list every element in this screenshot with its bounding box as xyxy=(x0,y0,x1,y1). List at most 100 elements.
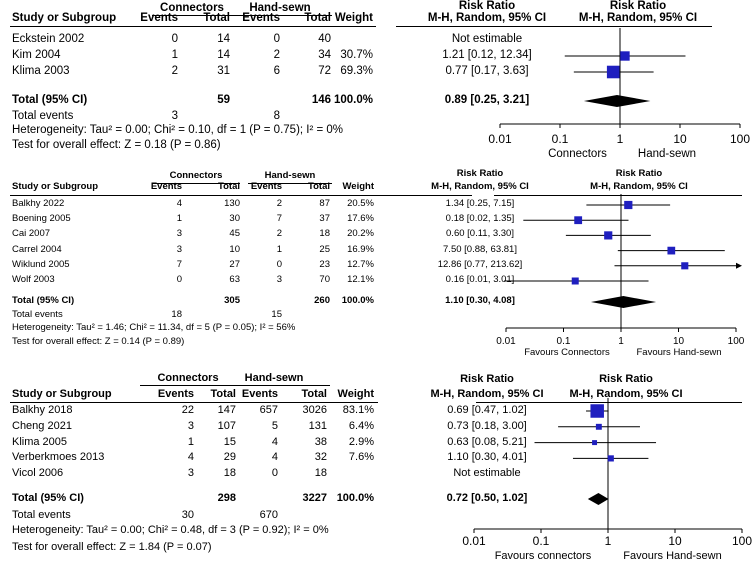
x-tick-label: 0.01 xyxy=(488,132,512,146)
column-header-total: Total xyxy=(308,181,330,192)
column-header-method: M-H, Random, 95% CI xyxy=(431,181,529,192)
events-connectors: 2 xyxy=(171,65,178,77)
pooled-diamond xyxy=(590,296,657,308)
total-connectors: 31 xyxy=(217,65,230,77)
plot-title: Risk Ratio xyxy=(609,0,667,12)
events-connectors: 4 xyxy=(176,198,182,209)
events-hand-sewn: 5 xyxy=(271,419,278,432)
study-weight: 17.6% xyxy=(347,213,374,225)
total-events-hand-sewn: 670 xyxy=(259,509,278,521)
group-underline xyxy=(152,15,232,16)
column-header-method: M-H, Random, 95% CI xyxy=(427,12,547,24)
events-hand-sewn: 4 xyxy=(271,451,278,464)
study-risk-ratio: 12.86 [0.77, 213.62] xyxy=(437,258,523,270)
study-marker xyxy=(574,216,583,225)
total-hand-sewn: 18 xyxy=(319,228,330,240)
group-underline xyxy=(218,385,330,386)
total-connectors: 15 xyxy=(223,435,236,448)
study-risk-ratio: 7.50 [0.88, 63.81] xyxy=(443,243,517,255)
events-hand-sewn: 657 xyxy=(259,404,278,416)
study-weight: 69.3% xyxy=(340,65,373,77)
study-name: Verberkmoes 2013 xyxy=(12,451,105,464)
x-tick-label: 1 xyxy=(617,132,624,146)
events-hand-sewn: 2 xyxy=(276,228,282,240)
x-tick-label: 0.01 xyxy=(496,336,516,347)
column-header-total: Total xyxy=(210,388,236,400)
events-connectors: 0 xyxy=(171,33,178,45)
study-marker xyxy=(667,246,676,255)
study-name: Carrel 2004 xyxy=(12,243,62,255)
group-header-connectors: Connectors xyxy=(157,372,219,384)
header-rule xyxy=(10,195,472,196)
study-name: Wiklund 2005 xyxy=(12,258,70,270)
favours-right-label: Favours Hand-sewn xyxy=(636,347,722,358)
favours-right-label: Hand-sewn xyxy=(637,148,697,160)
total-connectors: 63 xyxy=(229,274,240,285)
study-marker xyxy=(620,51,630,61)
pooled-risk-ratio: 0.89 [0.25, 3.21] xyxy=(444,94,530,106)
group-header-hand-sewn: Hand-sewn xyxy=(264,170,316,181)
study-name: Kim 2004 xyxy=(12,49,61,61)
study-risk-ratio: 1.10 [0.30, 4.01] xyxy=(447,451,527,464)
forest-plot-svg: 0.01 0.1 1 10 100 xyxy=(462,398,752,548)
column-header-events: Events xyxy=(150,181,182,192)
events-connectors: 0 xyxy=(176,274,182,285)
total-label: Total (95% CI) xyxy=(12,492,84,504)
column-header-events: Events xyxy=(241,388,278,400)
study-weight: 30.7% xyxy=(340,49,373,61)
plot-method: M-H, Random, 95% CI xyxy=(569,388,683,400)
x-tick-label: 1 xyxy=(618,336,624,347)
total-events-connectors: 18 xyxy=(171,309,182,320)
column-header-weight: Weight xyxy=(342,181,375,192)
ci-arrow-right xyxy=(736,262,742,269)
group-underline xyxy=(248,183,332,184)
study-risk-ratio: Not estimable xyxy=(453,467,521,480)
study-marker xyxy=(571,277,579,285)
study-risk-ratio: 0.16 [0.01, 3.01] xyxy=(445,274,515,285)
column-header-events: Events xyxy=(250,181,282,192)
total-n-connectors: 59 xyxy=(217,94,230,106)
x-tick-label: 0.1 xyxy=(557,336,571,347)
x-tick-label: 100 xyxy=(732,534,752,548)
heterogeneity-stats: Heterogeneity: Tau² = 0.00; Chi² = 0.10,… xyxy=(12,124,344,136)
total-hand-sewn: 40 xyxy=(318,33,331,45)
total-connectors: 14 xyxy=(217,49,230,61)
study-weight: 12.1% xyxy=(347,274,374,285)
favours-left-label: Favours connectors xyxy=(494,550,592,562)
group-underline xyxy=(228,15,332,16)
total-events-label: Total events xyxy=(12,110,74,122)
total-hand-sewn: 131 xyxy=(308,419,327,432)
events-connectors: 7 xyxy=(176,258,182,270)
events-connectors: 3 xyxy=(176,228,182,240)
events-hand-sewn: 1 xyxy=(276,243,282,255)
total-events-connectors: 30 xyxy=(181,509,194,521)
total-connectors: 147 xyxy=(217,404,236,416)
total-events-label: Total events xyxy=(12,509,71,521)
favours-left-label: Favours Connectors xyxy=(524,347,610,358)
study-risk-ratio: 0.18 [0.02, 1.35] xyxy=(445,213,515,225)
total-weight: 100.0% xyxy=(333,94,373,106)
study-marker xyxy=(607,455,614,462)
events-hand-sewn: 0 xyxy=(276,258,282,270)
group-underline xyxy=(140,385,236,386)
total-events-hand-sewn: 15 xyxy=(271,309,282,320)
header-rule xyxy=(10,402,378,403)
column-header-weight: Weight xyxy=(334,12,373,24)
x-tick-label: 10 xyxy=(673,132,687,146)
study-marker xyxy=(606,65,620,79)
events-connectors: 1 xyxy=(171,49,178,61)
study-name: Balkhy 2022 xyxy=(12,198,65,209)
events-hand-sewn: 6 xyxy=(273,65,280,77)
total-label: Total (95% CI) xyxy=(12,295,75,306)
total-n-hand-sewn: 260 xyxy=(314,295,330,306)
group-header-hand-sewn: Hand-sewn xyxy=(249,2,311,14)
study-name: Cheng 2021 xyxy=(12,419,72,432)
study-weight: 16.9% xyxy=(347,243,374,255)
study-name: Balkhy 2018 xyxy=(12,404,73,416)
total-connectors: 27 xyxy=(229,258,240,270)
total-events-label: Total events xyxy=(12,309,63,320)
column-header-risk-ratio: Risk Ratio xyxy=(456,168,504,179)
events-connectors: 22 xyxy=(181,404,194,416)
study-marker xyxy=(624,200,633,210)
events-hand-sewn: 0 xyxy=(271,467,278,480)
